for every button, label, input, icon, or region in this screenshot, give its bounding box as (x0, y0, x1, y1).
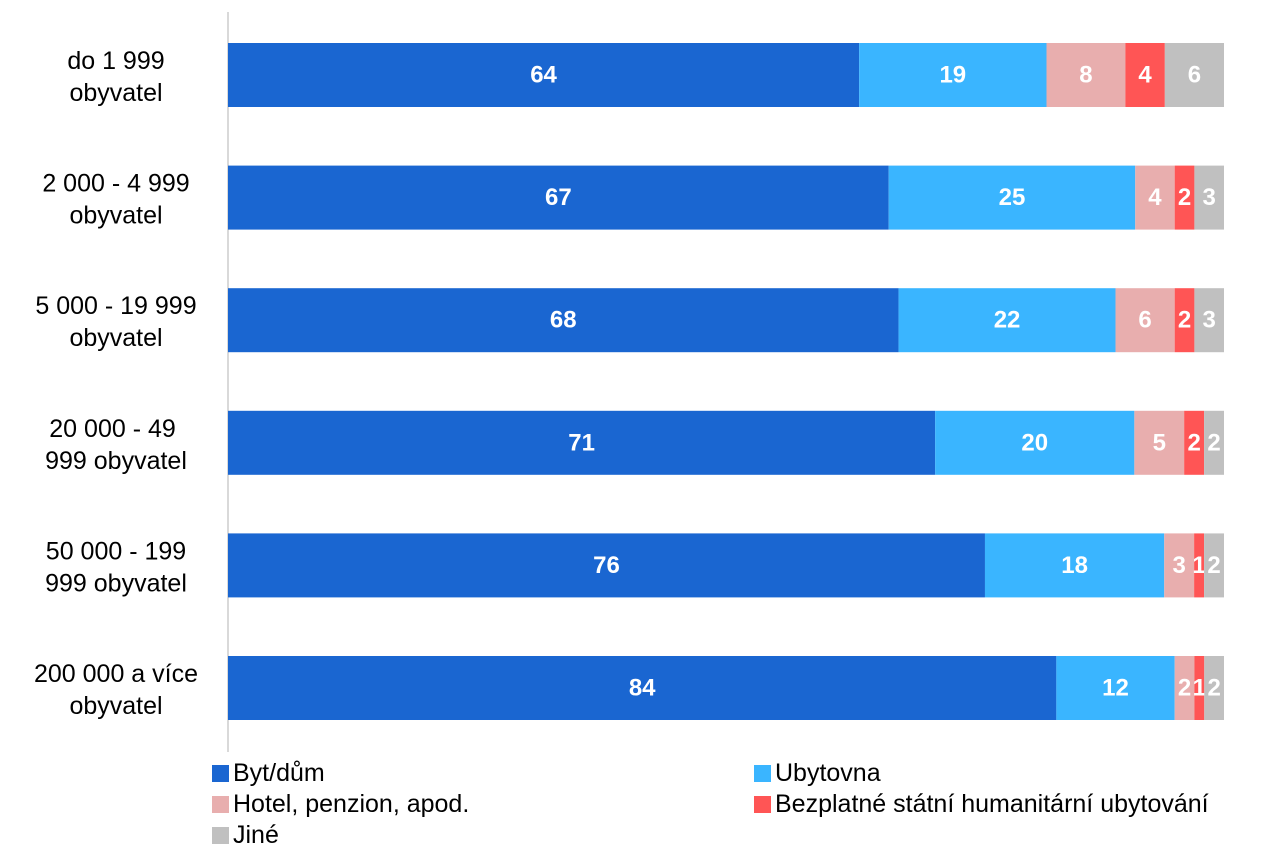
category-label: 2 000 - 4 999 obyvatel (42, 170, 189, 230)
bar-segment (1194, 533, 1205, 598)
legend-label-humanitarni: Bezplatné státní humanitární ubytování (775, 790, 1209, 818)
data-label: 5 (1153, 429, 1166, 456)
category-label-line: obyvatel (69, 324, 162, 352)
bar-segment (228, 533, 985, 598)
data-label: 1 (1192, 552, 1205, 579)
bar-segment (1164, 533, 1195, 598)
data-label: 8 (1079, 62, 1092, 89)
category-label: 20 000 - 49 999 obyvatel (45, 415, 187, 475)
data-label: 22 (994, 307, 1021, 334)
bar-segment (1134, 410, 1185, 475)
bar-segment (984, 533, 1165, 598)
category-label: 5 000 - 19 999 obyvatel (35, 292, 196, 352)
category-label-line: do 1 999 (67, 47, 164, 75)
category-label-line: 5 000 - 19 999 (35, 292, 196, 320)
legend-item-ubytovna: Ubytovna (754, 759, 881, 788)
data-label: 67 (545, 184, 572, 211)
category-label: 50 000 - 199 999 obyvatel (45, 537, 187, 597)
legend-label-hotel: Hotel, penzion, apod. (233, 790, 470, 818)
data-label: 2 (1178, 184, 1191, 211)
bar-segment (1135, 165, 1175, 230)
data-label: 64 (530, 62, 557, 89)
legend-label-byt-dum: Byt/dům (233, 759, 325, 787)
bar-segment (228, 165, 889, 230)
bar-segment (1184, 410, 1205, 475)
bar-segment (898, 288, 1116, 353)
data-label: 84 (629, 675, 656, 702)
legend-swatch-ubytovna (754, 765, 771, 782)
data-label: 18 (1061, 552, 1088, 579)
legend-swatch-jine (212, 827, 229, 844)
bar-segment (1174, 165, 1195, 230)
legend-label-jine: Jiné (233, 821, 279, 849)
data-label: 3 (1203, 307, 1216, 334)
data-label: 6 (1138, 307, 1151, 334)
bar-segment (859, 43, 1047, 107)
legend-swatch-byt-dum (212, 765, 229, 782)
data-label: 3 (1173, 552, 1186, 579)
data-label: 2 (1207, 675, 1220, 702)
bar-segment (1194, 165, 1224, 230)
legend-swatch-hotel (212, 796, 229, 813)
legend-label-ubytovna: Ubytovna (775, 759, 881, 787)
data-label: 2 (1178, 307, 1191, 334)
category-label-line: obyvatel (69, 79, 162, 107)
category-label-line: obyvatel (69, 202, 162, 230)
legend-item-jine: Jiné (212, 821, 279, 850)
bar-segment (228, 43, 860, 107)
bar-segment (1174, 656, 1195, 720)
category-label-line: 50 000 - 199 (46, 537, 186, 565)
bar-segment (1125, 43, 1165, 107)
data-label: 25 (999, 184, 1026, 211)
bar-segment (1204, 410, 1224, 475)
data-label: 2 (1207, 429, 1220, 456)
data-label: 2 (1187, 429, 1200, 456)
data-label: 2 (1207, 552, 1220, 579)
bar-segment (228, 288, 899, 353)
bar-segment (888, 165, 1136, 230)
category-label: do 1 999 obyvatel (67, 47, 164, 107)
data-label: 1 (1193, 675, 1206, 702)
category-label-line: obyvatel (69, 692, 162, 720)
bar-segment (1204, 656, 1224, 720)
bar-segment (228, 410, 936, 475)
data-label: 68 (550, 307, 577, 334)
data-label: 4 (1138, 62, 1152, 89)
bar-segment (1056, 656, 1175, 720)
bar-segment (1115, 288, 1175, 353)
data-label: 12 (1102, 675, 1129, 702)
category-label-line: 2 000 - 4 999 (42, 170, 189, 198)
category-label-line: 999 obyvatel (45, 569, 187, 597)
legend-swatch-humanitarni (754, 796, 771, 813)
bar-segment (1164, 43, 1224, 107)
data-label: 19 (939, 62, 966, 89)
bar-segment (1194, 656, 1205, 720)
category-label: 200 000 a více obyvatel (34, 660, 198, 720)
category-label-line: 999 obyvatel (45, 447, 187, 475)
data-label: 76 (593, 552, 620, 579)
category-label-line: 200 000 a více (34, 660, 198, 688)
legend-item-hotel: Hotel, penzion, apod. (212, 790, 469, 819)
data-label: 4 (1148, 184, 1162, 211)
legend-item-humanitarni: Bezplatné státní humanitární ubytování (754, 790, 1209, 819)
data-label: 71 (568, 429, 595, 456)
bar-segment (1046, 43, 1126, 107)
bar-segment (935, 410, 1135, 475)
legend-item-byt-dum: Byt/dům (212, 759, 325, 788)
data-label: 3 (1203, 184, 1216, 211)
category-label-line: 20 000 - 49 (49, 415, 182, 443)
data-label: 6 (1188, 62, 1201, 89)
bar-segment (1194, 288, 1224, 353)
data-label: 2 (1178, 675, 1191, 702)
data-label: 20 (1021, 429, 1048, 456)
bar-segment (228, 656, 1057, 720)
bar-segment (1204, 533, 1224, 598)
bar-segment (1174, 288, 1195, 353)
